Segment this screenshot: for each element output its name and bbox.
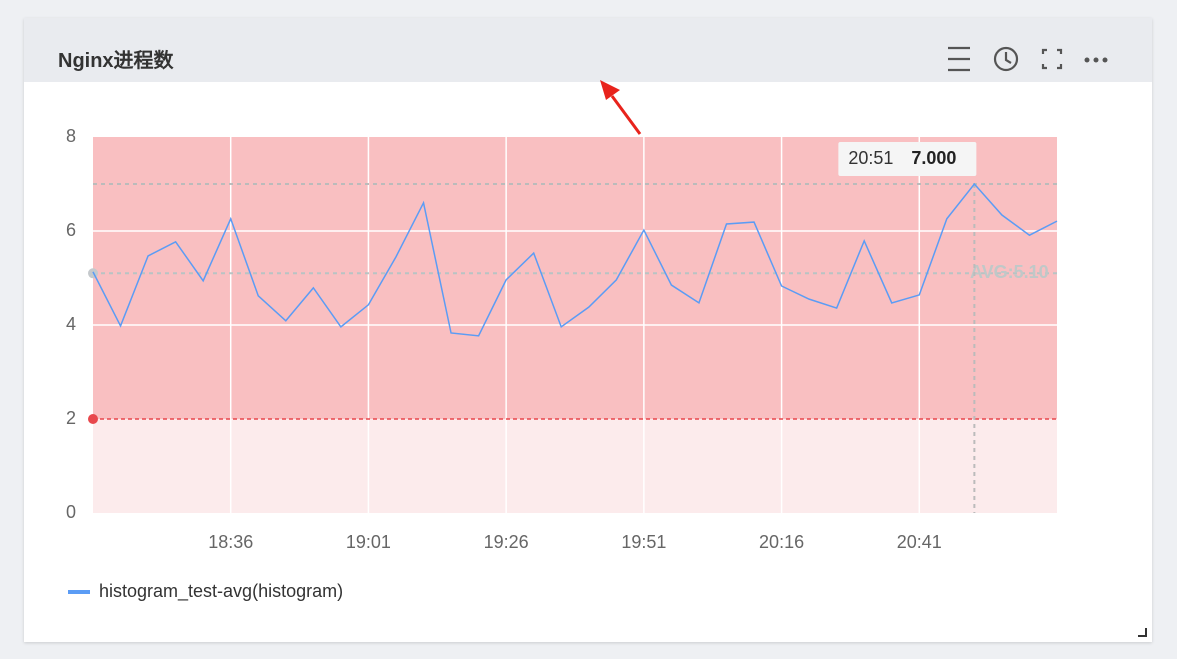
alarm-zone [93, 137, 1057, 419]
more-icon[interactable] [1084, 57, 1108, 63]
time-icon[interactable] [993, 46, 1019, 72]
annotation-arrow [600, 80, 642, 135]
tooltip-value: 7.000 [911, 148, 956, 168]
series-line [92, 182, 1058, 337]
tooltip-box [838, 142, 977, 176]
x-tick-label: 19:01 [346, 532, 391, 552]
y-tick-label: 0 [66, 502, 76, 522]
average-label: AVG:5.10 [970, 262, 1049, 282]
panel-header: Nginx进程数 [24, 18, 1152, 82]
fullscreen-icon[interactable] [1041, 48, 1063, 70]
legend-swatch [68, 590, 90, 594]
panel-title: Nginx进程数 [58, 50, 174, 72]
menu-icon[interactable] [948, 46, 970, 72]
y-tick-label: 4 [66, 314, 76, 334]
x-tick-label: 18:36 [208, 532, 253, 552]
y-tick-label: 2 [66, 408, 76, 428]
threshold-dot [88, 414, 98, 424]
legend-label: histogram_test-avg(histogram) [99, 581, 343, 602]
x-tick-label: 20:16 [759, 532, 804, 552]
resize-handle[interactable] [1136, 626, 1148, 638]
normal-zone [93, 419, 1057, 513]
x-tick-label: 19:26 [484, 532, 529, 552]
clip-group: AVG:5.10 [970, 262, 1049, 282]
x-tick-label: 19:51 [621, 532, 666, 552]
x-tick-label: 20:41 [897, 532, 942, 552]
y-tick-label: 8 [66, 126, 76, 146]
toolbar [948, 46, 1108, 72]
y-tick-label: 6 [66, 220, 76, 240]
tooltip-time: 20:51 [848, 148, 893, 168]
